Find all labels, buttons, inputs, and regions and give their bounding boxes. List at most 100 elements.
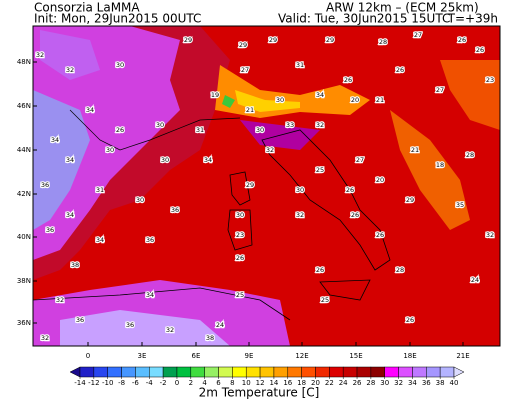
station-value: 26 — [344, 76, 352, 84]
station-value: 35 — [456, 201, 464, 209]
station-value: 29 — [269, 36, 277, 44]
lon-label: 21E — [456, 352, 469, 360]
colorbar-tick-label: -4 — [146, 379, 154, 387]
colorbar-box — [370, 366, 385, 378]
colorbar-tick-label: -6 — [132, 379, 140, 387]
colorbar-tick-label: 4 — [202, 379, 207, 387]
colorbar-tick-label: 16 — [283, 379, 292, 387]
colorbar-end — [69, 366, 81, 378]
colorbar-box — [232, 366, 247, 378]
station-value: 26 — [396, 66, 404, 74]
colorbar-tick-label: 34 — [408, 379, 417, 387]
station-value: 21 — [411, 146, 419, 154]
lon-label: 3E — [138, 352, 147, 360]
forecast-step: T=+39h — [447, 12, 498, 26]
colorbar-box — [245, 366, 261, 378]
station-value: 20 — [351, 96, 359, 104]
station-value: 26 — [458, 36, 466, 44]
station-value: 34 — [316, 91, 324, 99]
colorbar-box — [273, 366, 289, 378]
colorbar-tick-label: 10 — [242, 379, 251, 387]
station-values: 29 29 29 29 28 27 26 26 32 32 30 27 31 26 26 27 23 19 21 30… — [35, 30, 496, 343]
station-value: 24 — [216, 321, 224, 329]
station-value: 32 — [36, 51, 44, 59]
colorbar-tick-label: 24 — [339, 379, 348, 387]
station-value: 32 — [66, 66, 74, 74]
colorbar-tick-label: 38 — [436, 379, 445, 387]
lat-label: 44N — [17, 146, 31, 154]
colorbar-tick-label: 26 — [353, 379, 362, 387]
station-value: 32 — [486, 231, 494, 239]
station-value: 25 — [321, 296, 329, 304]
colorbar-box — [107, 366, 122, 378]
colorbar-box — [287, 366, 302, 378]
colorbar-box — [149, 366, 164, 378]
station-value: 36 — [146, 236, 154, 244]
station-value: 38 — [206, 334, 214, 342]
station-value: 34 — [146, 291, 154, 299]
lon-label: 12E — [295, 352, 308, 360]
station-value: 30 — [296, 186, 304, 194]
axes: 48N 46N 44N 42N 40N 38N 36N 0 3E 6E 9E 12E 15E 18E 21E — [17, 58, 470, 360]
station-value: 28 — [396, 266, 404, 274]
colorbar-box — [315, 366, 330, 378]
station-value: 20 — [376, 176, 384, 184]
station-value: 21 — [376, 96, 384, 104]
station-value: 26 — [316, 266, 324, 274]
colorbar-tick-label: -14 — [74, 379, 86, 387]
colorbar-tick-label: 40 — [450, 379, 459, 387]
station-value: 36 — [46, 226, 54, 234]
lon-label: 0 — [86, 352, 90, 360]
station-value: 29 — [326, 36, 334, 44]
station-value: 28 — [466, 151, 474, 159]
lon-label: 6E — [192, 352, 201, 360]
colorbar-tick-label: -8 — [118, 379, 125, 387]
colorbar-box — [356, 366, 372, 378]
valid-time: Valid: Tue, 30Jun2015 15UTC — [278, 12, 450, 26]
station-value: 27 — [356, 156, 364, 164]
colorbar-tick-label: -12 — [88, 379, 99, 387]
station-value: 30 — [116, 61, 124, 69]
lon-label: 15E — [349, 352, 362, 360]
colorbar-tick-label: 12 — [256, 379, 265, 387]
colorbar-box — [412, 366, 427, 378]
station-value: 34 — [51, 136, 59, 144]
station-value: 27 — [241, 66, 249, 74]
station-value: 29 — [406, 196, 414, 204]
station-value: 25 — [316, 166, 324, 174]
colorbar-tick-label: 6 — [216, 379, 221, 387]
colorbar-tick-label: 2 — [189, 379, 193, 387]
station-value: 26 — [406, 316, 414, 324]
init-time: Init: Mon, 29Jun2015 00UTC — [34, 12, 201, 26]
colorbar-tick-label: -10 — [102, 379, 113, 387]
colorbar-end — [453, 366, 465, 378]
colorbar-box — [79, 366, 95, 378]
station-value: 24 — [471, 276, 479, 284]
station-value: 26 — [476, 46, 484, 54]
station-value: 32 — [56, 296, 64, 304]
colorbar-box — [342, 366, 358, 378]
station-value: 36 — [76, 316, 84, 324]
station-value: 30 — [106, 146, 114, 154]
station-value: 36 — [171, 206, 179, 214]
station-value: 33 — [286, 121, 294, 129]
station-value: 31 — [196, 126, 204, 134]
lat-label: 36N — [17, 319, 31, 327]
colorbar-box — [384, 366, 399, 378]
lat-label: 38N — [17, 277, 31, 285]
station-value: 34 — [66, 156, 74, 164]
colorbar-box — [426, 366, 441, 378]
colorbar-tick-label: -2 — [160, 379, 167, 387]
station-value: 30 — [276, 96, 284, 104]
colorbar-box — [329, 366, 344, 378]
lat-label: 46N — [17, 102, 31, 110]
header-title: Consorzia LaMMA — [34, 1, 140, 15]
station-value: 32 — [41, 334, 49, 342]
station-value: 26 — [351, 211, 359, 219]
station-value: 27 — [414, 31, 422, 39]
station-value: 26 — [346, 186, 354, 194]
station-value: 19 — [211, 91, 219, 99]
station-value: 23 — [236, 231, 244, 239]
lat-label: 42N — [17, 190, 31, 198]
